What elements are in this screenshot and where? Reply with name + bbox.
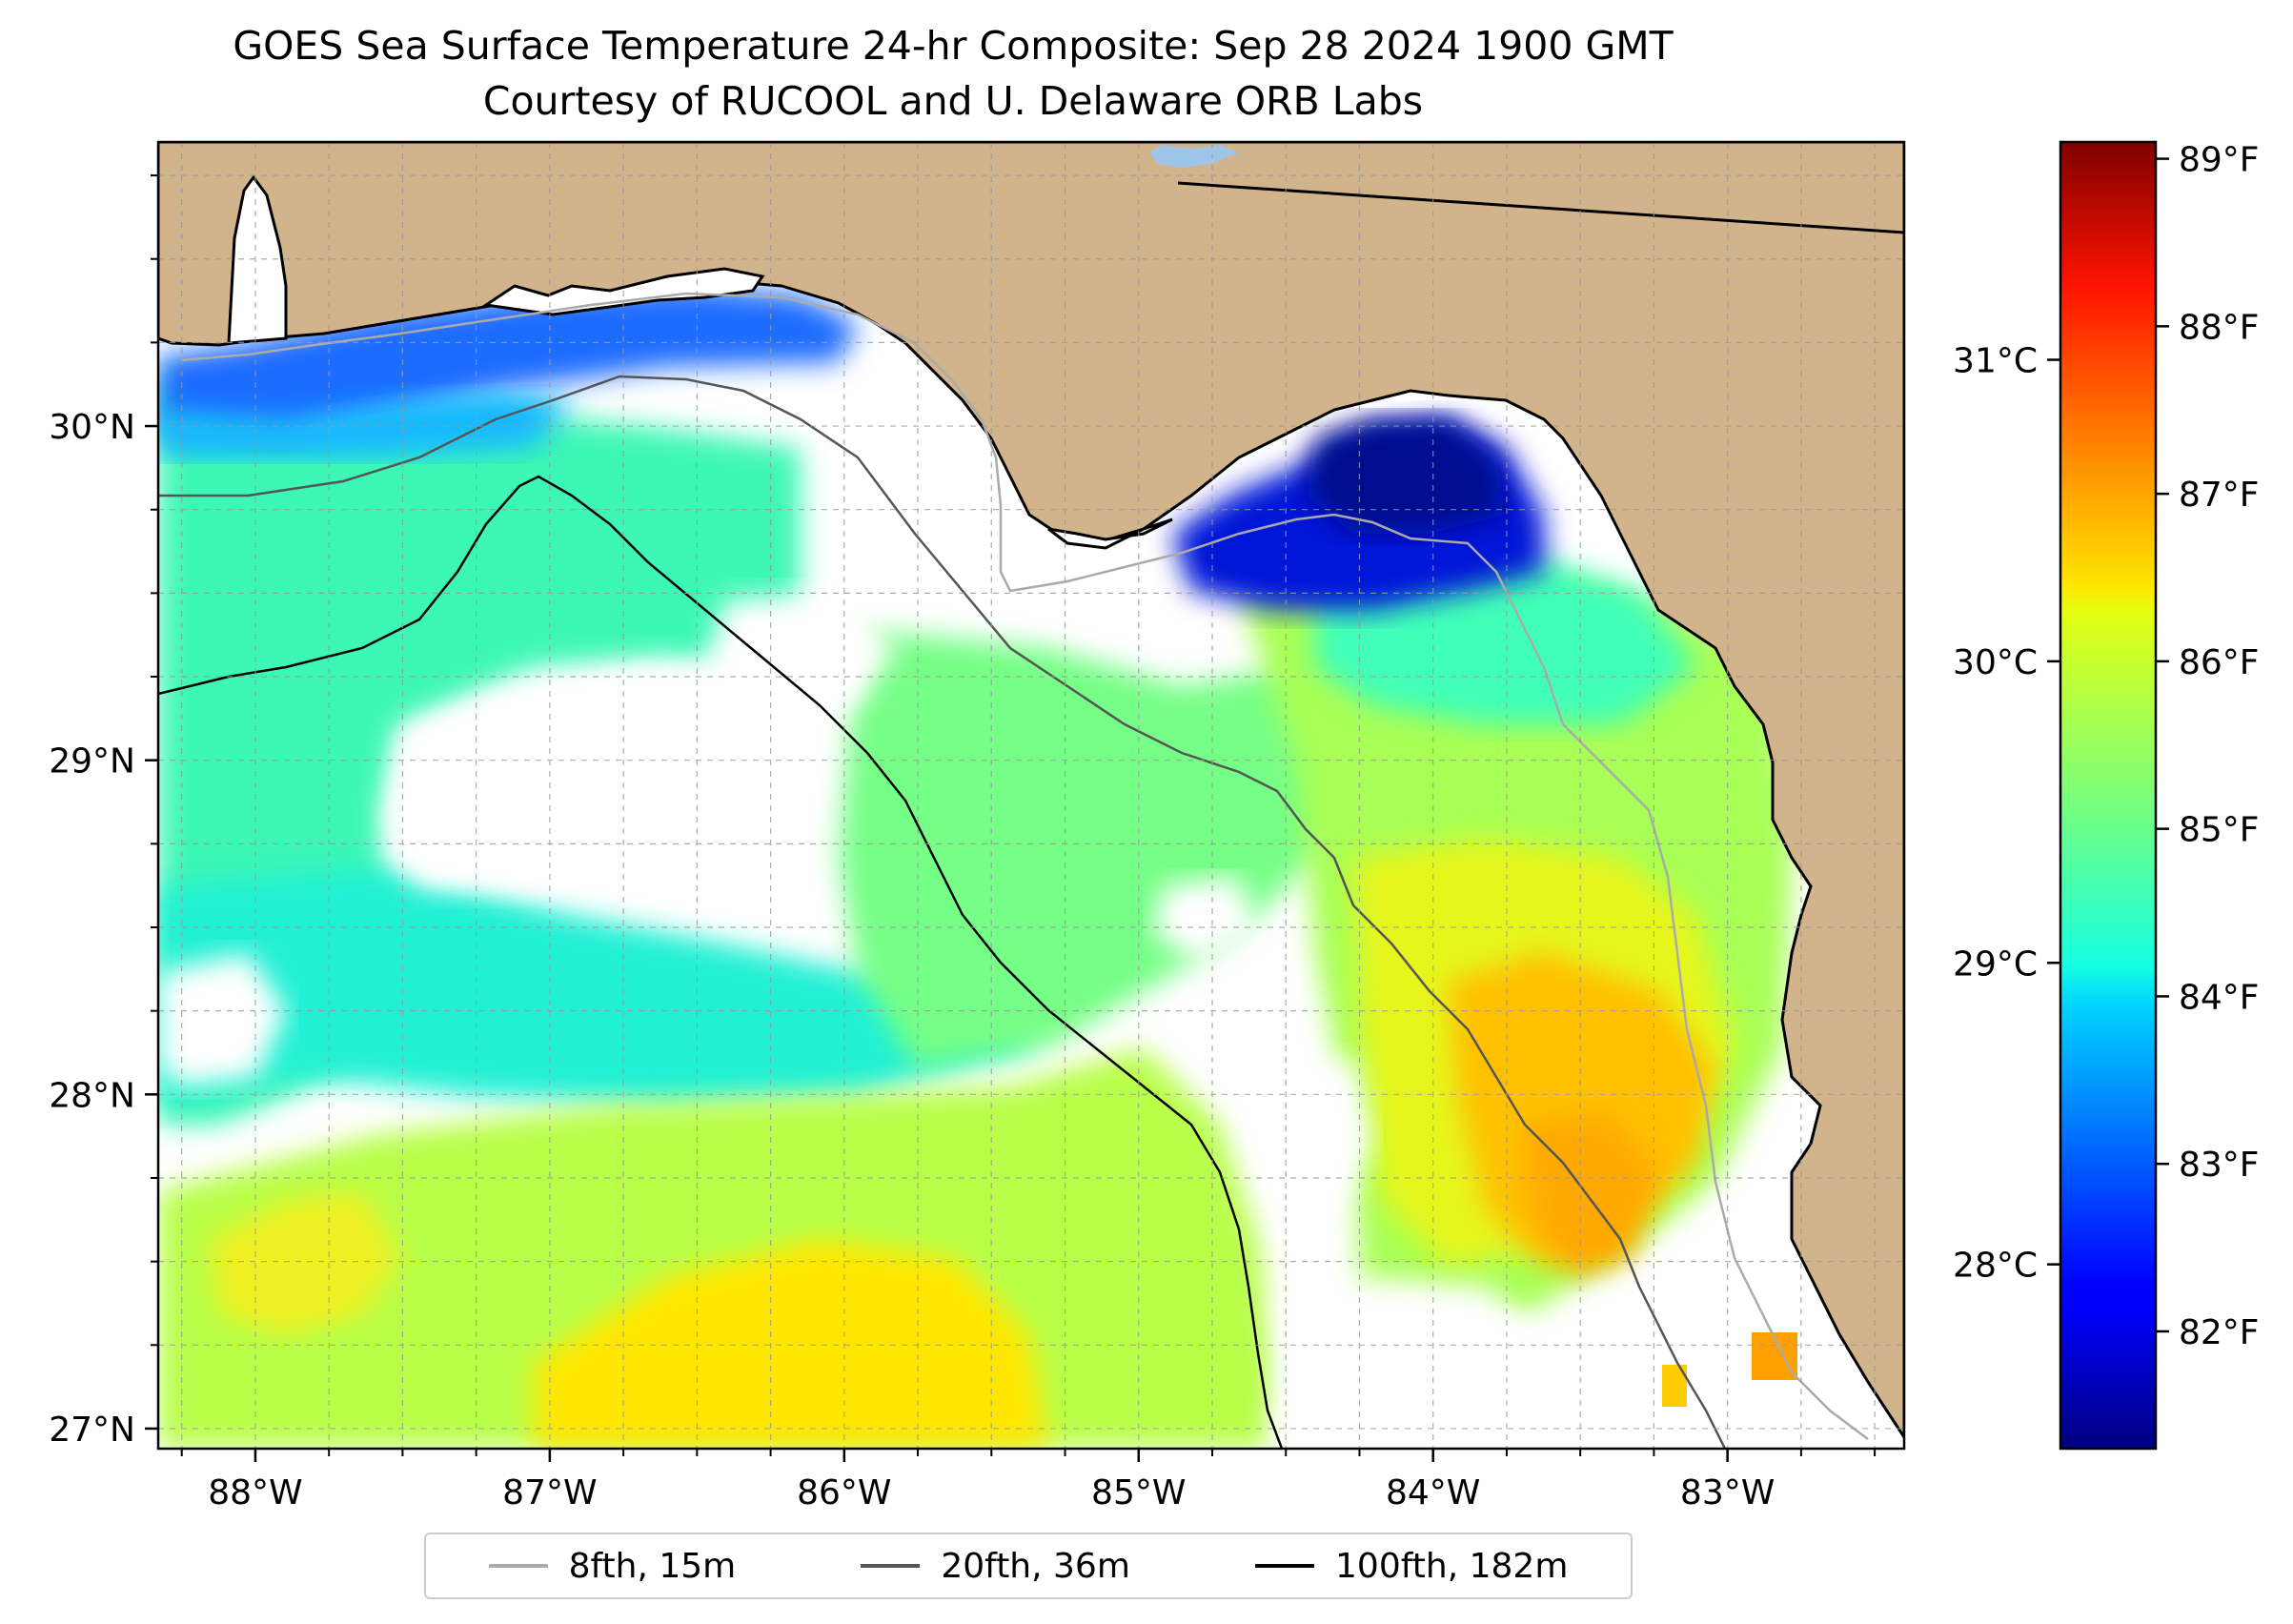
- tick-label-lon: 84°W: [1386, 1473, 1480, 1512]
- tick-label-lat: 30°N: [49, 408, 135, 447]
- sst-field: [158, 286, 1797, 1449]
- no-data-gap-south: [158, 953, 286, 1086]
- legend-item-8fth: 8fth, 15m: [488, 1546, 737, 1586]
- no-data-gap-mid: [1153, 877, 1258, 963]
- no-data-gap-southeast: [1277, 1277, 1563, 1449]
- legend-label: 20fth, 36m: [941, 1546, 1130, 1586]
- tick-label-lon: 86°W: [797, 1473, 891, 1512]
- map-title: GOES Sea Surface Temperature 24-hr Compo…: [233, 23, 1674, 69]
- colorbar: [2059, 140, 2158, 1451]
- tick-label-lon: 85°W: [1091, 1473, 1186, 1512]
- sst-patch-east-orange-deep: [1525, 1115, 1658, 1277]
- legend-swatch: [861, 1564, 921, 1568]
- colorbar-label-f: 88°F: [2179, 308, 2260, 347]
- coastal-bays: [481, 267, 765, 316]
- latitude-axis: 27°N 28°N 29°N 30°N: [49, 174, 158, 1450]
- colorbar-fahrenheit-axis: 82°F 83°F 84°F 85°F 86°F 87°F 88°F 89°F: [2156, 141, 2260, 1352]
- tick-label-lon: 88°W: [208, 1473, 302, 1512]
- legend-label: 100fth, 182m: [1335, 1546, 1569, 1586]
- tick-label-lon: 87°W: [502, 1473, 597, 1512]
- legend-item-20fth: 20fth, 36m: [861, 1547, 1130, 1586]
- legend-label: 8fth, 15m: [568, 1546, 737, 1586]
- lake: [1149, 145, 1239, 168]
- contour-legend: 8fth, 15m 20fth, 36m 100fth, 182m: [424, 1533, 1633, 1599]
- colorbar-label-c: 30°C: [1953, 643, 2038, 682]
- tick-label-lat: 29°N: [49, 742, 135, 782]
- tick-label-lon: 83°W: [1680, 1473, 1775, 1512]
- colorbar-label-f: 87°F: [2179, 476, 2260, 515]
- colorbar-label-f: 83°F: [2179, 1146, 2260, 1185]
- colorbar-label-c: 31°C: [1953, 342, 2038, 381]
- colorbar-label-c: 28°C: [1953, 1247, 2038, 1286]
- colorbar-label-f: 82°F: [2179, 1313, 2260, 1352]
- sst-patch-south-yellow: [534, 1239, 1048, 1449]
- map-frame: [156, 140, 1906, 1451]
- sst-patch-southwest-yellow: [210, 1191, 400, 1334]
- sst-patch-central: [839, 629, 1353, 1067]
- legend-swatch: [1255, 1564, 1315, 1568]
- state-border: [1177, 181, 1904, 234]
- no-data-gap-east: [1258, 1058, 1372, 1210]
- no-data-gap-center: [705, 591, 896, 724]
- tick-label-lat: 28°N: [49, 1076, 135, 1115]
- sst-patch-bigbend-navy: [1306, 419, 1506, 534]
- no-data-gap-west: [381, 658, 820, 886]
- sst-patch-north-cyan: [158, 391, 572, 457]
- longitude-axis: 88°W 87°W 86°W 85°W 84°W 83°W: [180, 1449, 1877, 1512]
- colorbar-label-f: 84°F: [2179, 978, 2260, 1017]
- colorbar-label-f: 89°F: [2179, 141, 2260, 180]
- legend-item-100fth: 100fth, 182m: [1255, 1547, 1568, 1586]
- map-subtitle: Courtesy of RUCOOL and U. Delaware ORB L…: [482, 78, 1424, 124]
- contour-100fth: [158, 475, 1284, 1449]
- legend-swatch: [488, 1564, 548, 1568]
- sst-patch-north-blue: [158, 286, 858, 438]
- colorbar-label-f: 85°F: [2179, 811, 2260, 850]
- mobile-bay: [227, 174, 288, 345]
- contour-20fth: [158, 375, 1727, 1449]
- tick-label-lat: 27°N: [49, 1411, 135, 1450]
- colorbar-celsius-axis: 28°C 29°C 30°C 31°C: [1953, 342, 2060, 1286]
- map-plot-area: [158, 142, 1904, 1449]
- contour-8fth: [180, 292, 1869, 1440]
- colorbar-label-f: 86°F: [2179, 643, 2260, 682]
- colorbar-label-c: 29°C: [1953, 944, 2038, 984]
- apalachicola-bay: [1047, 518, 1173, 550]
- gridlines: [158, 142, 1904, 1449]
